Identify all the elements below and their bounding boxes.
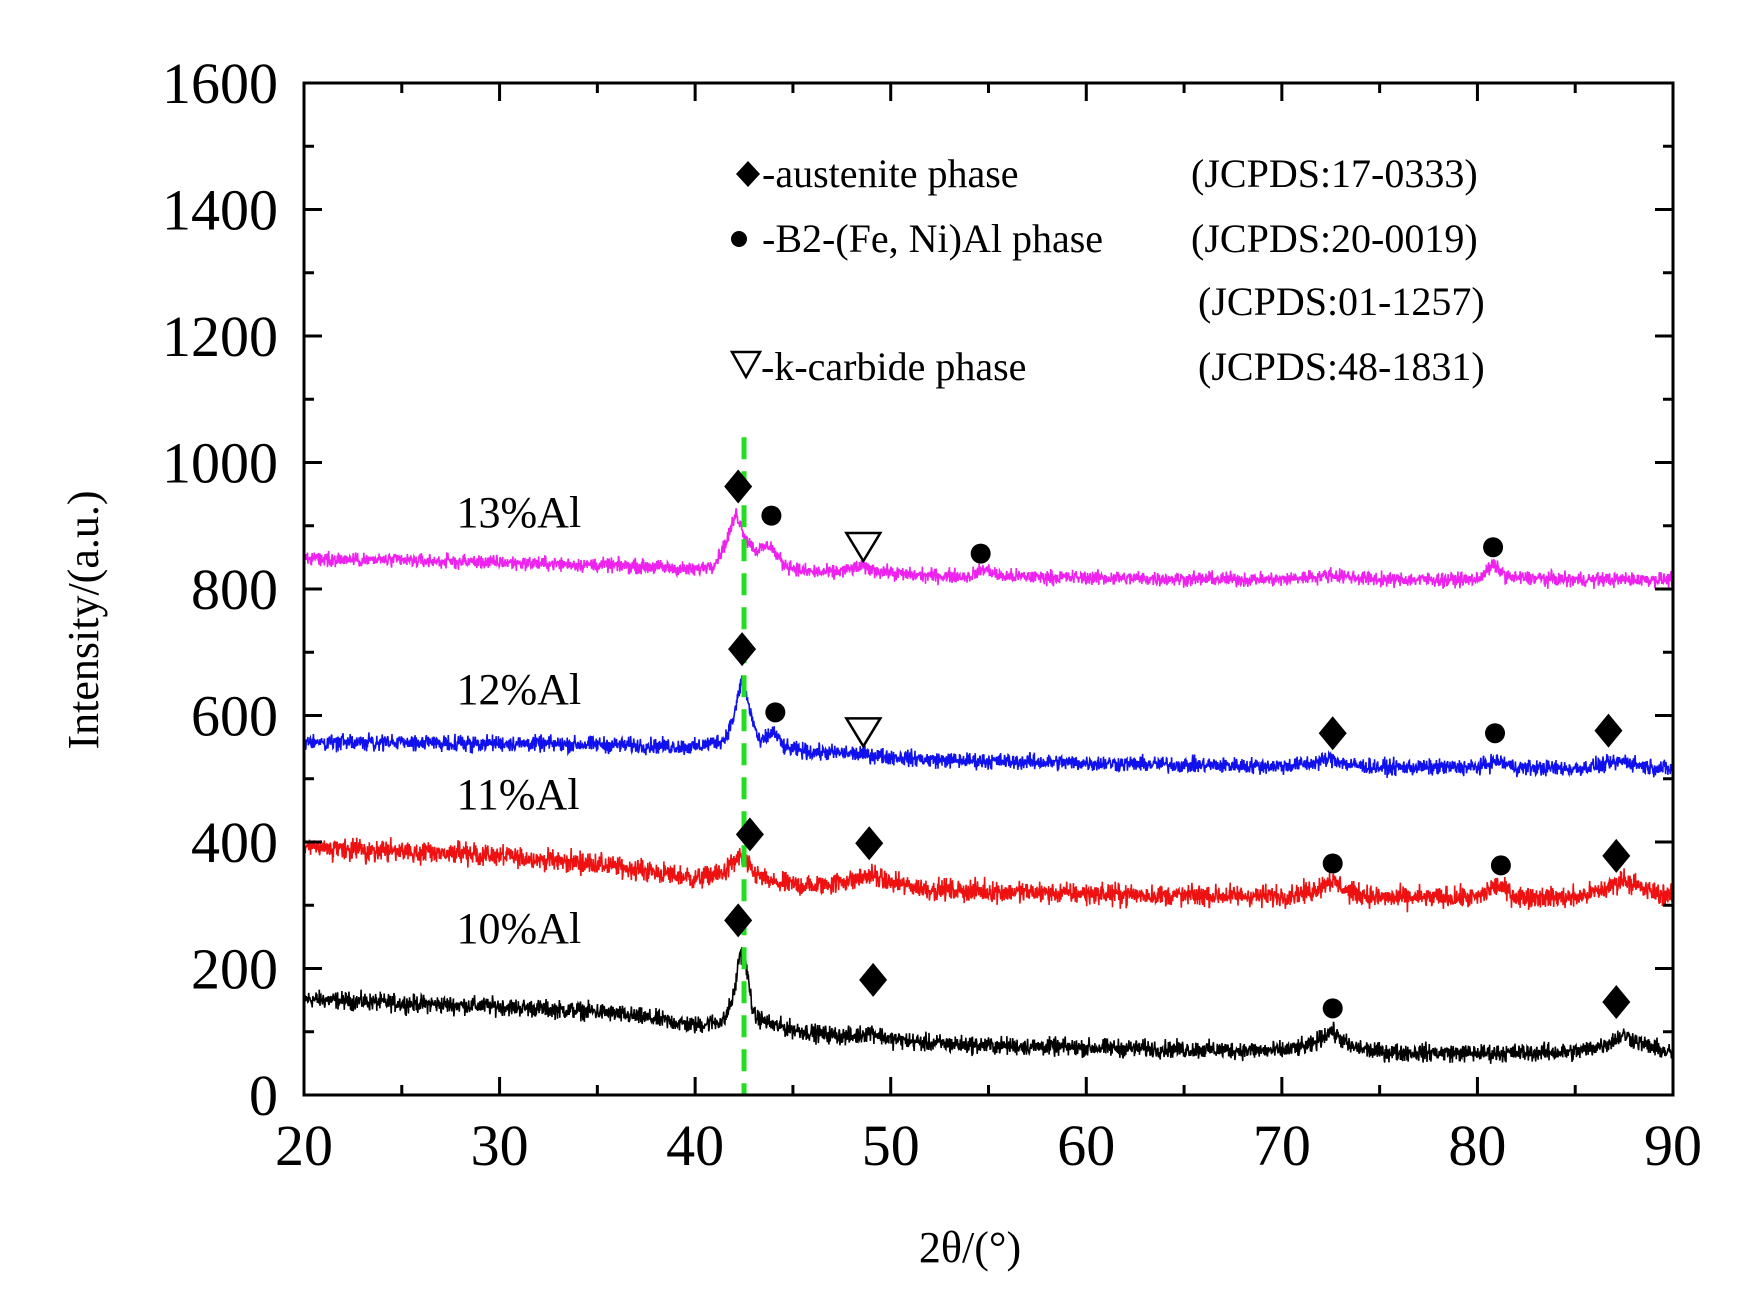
series-line-10pctal — [303, 947, 1674, 1064]
series-label-12pctal: 12%Al — [457, 665, 582, 714]
peak-marker-diamond-icon — [859, 962, 888, 997]
x-tick-label: 80 — [1448, 1113, 1506, 1178]
legend-triangle-down-icon — [729, 350, 763, 380]
y-tick-label: 1000 — [162, 431, 278, 496]
peak-marker-circle-icon — [761, 505, 782, 526]
peak-marker-diamond-icon — [735, 817, 764, 852]
y-tick-label: 200 — [191, 937, 278, 1002]
y-tick-label: 1400 — [162, 178, 278, 243]
legend: -austenite phase (JCPDS:17-0333) -B2-(Fe… — [729, 151, 1485, 389]
peak-marker-triangle-icon — [844, 531, 883, 564]
x-tick-label: 90 — [1644, 1113, 1702, 1178]
peak-marker-circle-icon — [1490, 855, 1511, 876]
legend-diamond-icon — [736, 161, 760, 187]
legend-ref-b2-second: (JCPDS:01-1257) — [1198, 279, 1485, 324]
series-line-11pctal — [303, 837, 1674, 913]
y-tick-label: 1600 — [162, 51, 278, 116]
legend-ref-austenite: (JCPDS:17-0333) — [1191, 151, 1478, 196]
peak-marker-circle-icon — [970, 543, 991, 564]
y-tick-label: 0 — [249, 1063, 278, 1128]
peak-marker-diamond-icon — [1594, 713, 1623, 748]
peak-marker-diamond-icon — [1318, 716, 1347, 751]
peak-marker-circle-icon — [765, 702, 786, 723]
legend-ref-k-carbide: (JCPDS:48-1831) — [1198, 344, 1485, 389]
y-tick-label: 1200 — [162, 304, 278, 369]
legend-label-b2: -B2-(Fe, Ni)Al phase — [762, 216, 1103, 261]
peak-marker-circle-icon — [1483, 537, 1504, 558]
series-label-11pctal: 11%Al — [457, 770, 580, 819]
y-tick-label: 800 — [191, 557, 278, 622]
x-tick-label: 20 — [275, 1113, 333, 1178]
legend-ref-b2: (JCPDS:20-0019) — [1191, 216, 1478, 261]
y-axis-title: Intensity/(a.u.) — [59, 490, 108, 749]
peak-marker-diamond-icon — [1602, 838, 1631, 873]
legend-label-austenite: -austenite phase — [762, 151, 1019, 196]
y-tick-label: 400 — [191, 810, 278, 875]
peak-marker-circle-icon — [1322, 998, 1343, 1019]
x-tick-label: 50 — [862, 1113, 920, 1178]
peak-marker-diamond-icon — [1602, 985, 1631, 1020]
x-tick-label: 30 — [471, 1113, 529, 1178]
x-tick-label: 70 — [1253, 1113, 1311, 1178]
series-line-13pctal — [303, 508, 1674, 590]
peak-marker-layer — [724, 469, 1631, 1020]
axes: 20 30 40 50 60 70 80 90 0 200 400 600 800 1000 1200 140… — [162, 51, 1702, 1178]
series-label-13pctal: 13%Al — [457, 488, 582, 537]
series-line-12pctal — [303, 675, 1674, 778]
peak-marker-triangle-icon — [844, 717, 883, 749]
peak-marker-circle-icon — [1322, 853, 1343, 874]
legend-label-k-carbide: -k-carbide phase — [761, 344, 1026, 389]
peak-marker-circle-icon — [1485, 723, 1506, 744]
peak-marker-diamond-icon — [855, 826, 884, 861]
x-tick-label: 60 — [1057, 1113, 1115, 1178]
legend-circle-icon — [731, 231, 747, 247]
y-tick-label: 600 — [191, 684, 278, 749]
peak-marker-diamond-icon — [724, 903, 753, 938]
x-tick-label: 40 — [666, 1113, 724, 1178]
series-label-10pctal: 10%Al — [457, 904, 582, 953]
peak-marker-diamond-icon — [724, 469, 753, 504]
peak-marker-diamond-icon — [728, 632, 757, 667]
x-axis-title: 2θ/(°) — [919, 1223, 1021, 1272]
plot-layer: 10%Al 11%Al 12%Al 13%Al — [303, 437, 1674, 1095]
